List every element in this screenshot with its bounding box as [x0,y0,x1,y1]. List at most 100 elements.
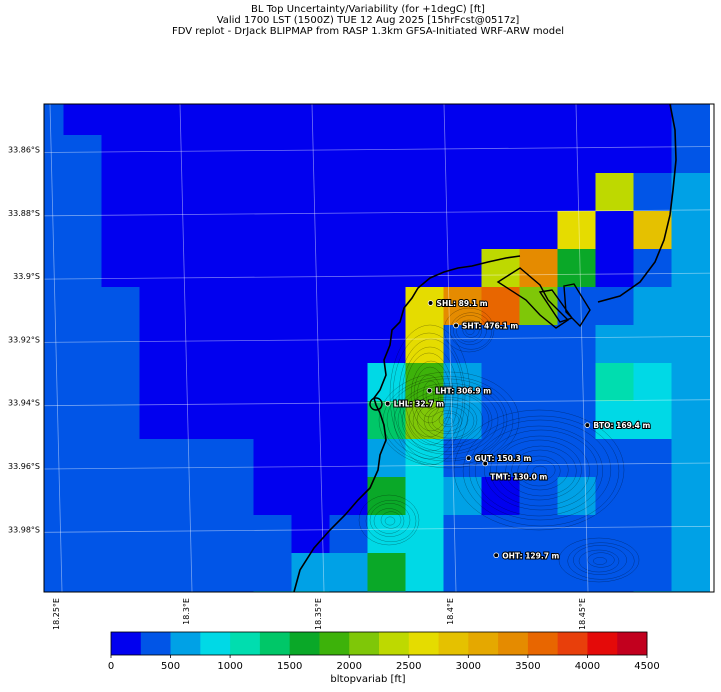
site-marker [584,422,591,428]
heatmap-cell [557,325,596,364]
heatmap-cell [177,401,216,440]
heatmap-cell [215,249,254,288]
site-marker [426,387,433,394]
site-label: OHT: 129.7 m [502,551,559,560]
contour-line [468,419,612,521]
heatmap-cell [101,401,140,440]
heatmap-cell [595,591,634,592]
heatmap-cell [177,135,216,174]
site-markers: SHL: 89.1 m SHT: 476.1 m LHT: 306.9 m LHL: … [384,298,651,561]
heatmap-cell [63,104,102,136]
heatmap-cell [63,173,102,212]
longitude-gridline [311,104,325,592]
heatmap-cell [519,287,558,326]
heatmap-cell [519,325,558,364]
colorbar-label: bltopvariab [ft] [330,674,406,685]
contour-line [449,312,493,350]
site-marker [465,455,472,461]
colorbar-tick-label: 3500 [515,661,540,672]
heatmap-cell [44,553,64,592]
colorbar-segment [438,632,469,655]
heatmap-cell [443,173,482,212]
heatmap-cell [672,629,711,668]
heatmap-cell [64,629,103,668]
heatmap-cell [443,553,482,592]
heatmap-cell [101,173,140,212]
latitude-label: 33.92°S [8,335,40,344]
heatmap-cell [405,249,444,288]
heatmap-cell [215,477,254,516]
contour-line [511,449,569,491]
contour-line [401,389,493,453]
heatmap-cell [215,515,254,554]
heatmap-cell [291,439,330,478]
heatmap-cell [443,515,482,554]
heatmap-cell [595,401,634,440]
contour-line [384,516,396,526]
contour-line [484,429,598,511]
heatmap-cell [101,439,140,478]
heatmap-cell [329,173,368,212]
heatmap-cell [557,553,596,592]
heatmap-cell [177,211,216,250]
heatmap-cell [139,591,178,592]
heatmap-cell [405,591,444,592]
heatmap-cell [44,173,64,212]
heatmap-cell [367,363,406,402]
colorbar-segment [170,632,201,655]
contour-line [408,392,490,448]
heatmap-cell [253,287,292,326]
site-marker [482,460,489,467]
heatmap-cell [291,249,330,288]
heatmap-cell [63,287,102,326]
heatmap-cell [253,515,292,554]
colorbar-segment [230,632,261,655]
contour-line [453,409,625,531]
site-label: SHL: 89.1 m [437,299,488,308]
heatmap-cell [405,363,444,402]
heatmap-cell [177,515,216,554]
heatmap-cells [44,104,711,668]
colorbar-tick-label: 4500 [634,661,659,672]
colorbar: 0 500 1000 1500 2000 2500 3000 3500 4000 4500 [108,631,660,672]
contour-line [380,511,402,529]
heatmap-cell [481,135,520,174]
heatmap-cell [367,439,406,478]
heatmap-cell [291,135,330,174]
latitude-gridline [44,399,714,407]
heatmap-cell [44,325,64,364]
contour-line [526,459,556,481]
heatmap-cell [481,591,520,592]
contour-line [369,503,411,537]
map-frame [43,103,715,593]
heatmap-cell [367,173,406,212]
heatmap-cell [595,287,634,326]
heatmap-cell [253,325,292,364]
heatmap-cell [557,104,596,136]
heatmap-cell [405,515,444,554]
title-line-1: BL Top Uncertainty/Variability (for +1de… [251,4,485,15]
longitude-gridline [443,104,457,592]
heatmap-cell [329,439,368,478]
heatmap-cell [177,104,216,136]
heatmap-cell [215,173,254,212]
heatmap-cell [253,477,292,516]
heatmap-cell [329,135,368,174]
heatmap-cell [671,363,710,402]
site-label: LHL: 32.7 m [394,400,445,409]
contour-line [567,542,635,580]
latitude-gridline [44,146,714,153]
heatmap-cell [595,515,634,554]
site-label: LHT: 306.9 m [435,387,491,396]
contour-line [365,499,417,543]
heatmap-cell [44,104,64,136]
heatmap-cell [291,363,330,402]
heatmap-cell [481,439,520,478]
heatmap-cell [519,173,558,212]
heatmap-cell [291,553,330,592]
longitude-gridline [179,104,193,592]
heatmap-cell [671,211,710,250]
site-label: BTO: 169.4 m [593,421,650,430]
heatmap-cell [519,553,558,592]
heatmap-cell [481,104,520,136]
